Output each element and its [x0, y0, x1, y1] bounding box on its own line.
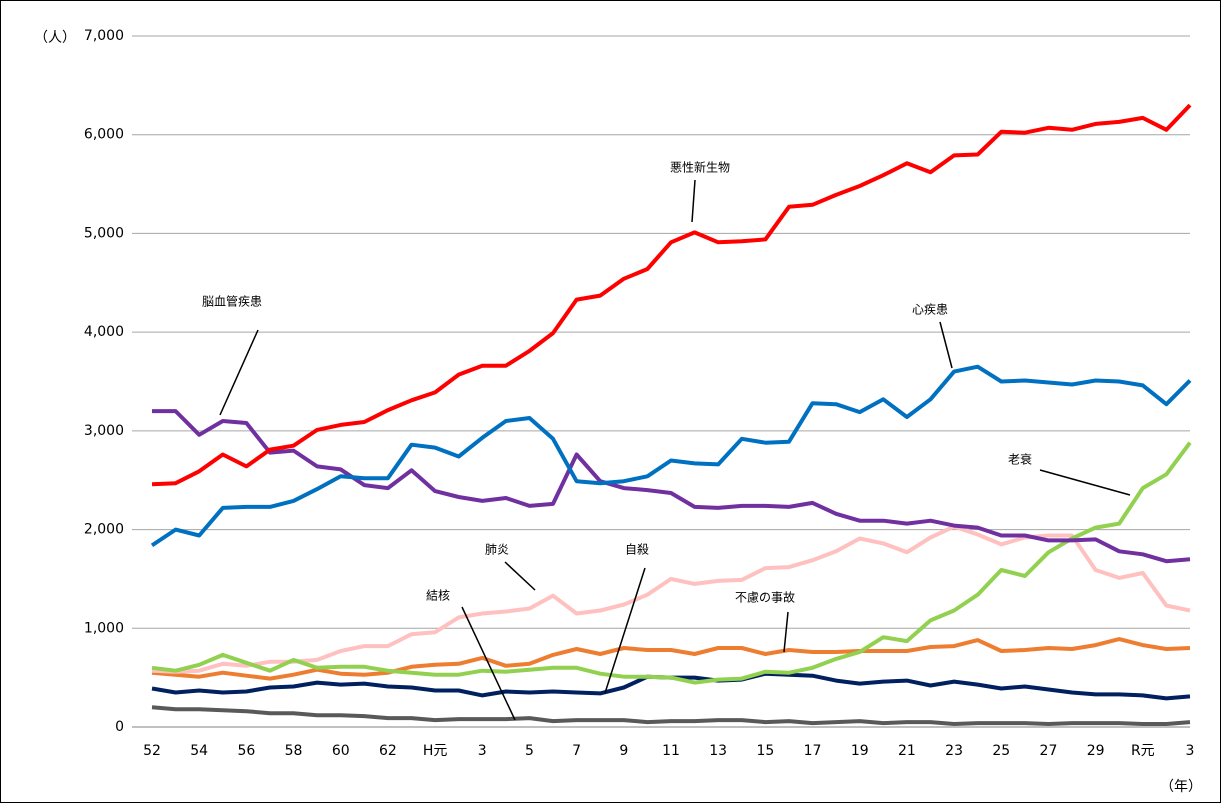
- x-tick-label: 23: [945, 743, 963, 759]
- leader-line: [939, 321, 953, 369]
- x-tick-label: 13: [709, 743, 727, 759]
- x-tick-label: 52: [143, 743, 161, 759]
- x-tick-label: 19: [851, 743, 869, 759]
- y-tick-label: 5,000: [84, 225, 124, 241]
- leader-line: [504, 561, 536, 591]
- x-tick-label: 9: [619, 743, 628, 759]
- leader-line: [1039, 469, 1131, 496]
- x-unit: （年）: [1160, 779, 1202, 795]
- y-tick-label: 1,000: [84, 620, 124, 636]
- series-label: 自殺: [625, 543, 649, 557]
- y-tick-label: 6,000: [84, 127, 124, 143]
- x-tick-label: 3: [478, 743, 487, 759]
- leader-line: [461, 606, 516, 721]
- x-tick-label: 5: [525, 743, 534, 759]
- leader-line: [783, 611, 789, 653]
- leader-line: [691, 179, 696, 223]
- x-tick-label: 11: [662, 743, 680, 759]
- x-tick-label: R元: [1131, 743, 1155, 759]
- series-label: 脳血管疾患: [202, 294, 262, 309]
- series-line: [151, 637, 1191, 681]
- series-line: [151, 524, 1191, 674]
- series-label: 不慮の事故: [735, 590, 795, 605]
- y-unit: （人）: [34, 30, 76, 46]
- leader-line: [604, 567, 646, 694]
- series-line: [152, 409, 1191, 564]
- leader-line: [219, 329, 259, 416]
- y-tick-label: 3,000: [84, 423, 124, 439]
- x-tick-label: 56: [237, 743, 255, 759]
- x-tick-label: H元: [423, 743, 448, 759]
- x-tick-label: 25: [992, 743, 1010, 759]
- series-line: [151, 103, 1192, 487]
- x-tick-label: 7: [572, 743, 581, 759]
- series-line: [151, 441, 1192, 685]
- x-tick-label: 62: [379, 743, 397, 759]
- series-label: 心疾患: [912, 302, 948, 317]
- x-tick-label: 27: [1040, 743, 1058, 759]
- x-tick-label: 21: [898, 743, 916, 759]
- series-label: 肺炎: [485, 543, 509, 557]
- x-tick-label: 17: [804, 743, 822, 759]
- x-tick-label: 29: [1087, 743, 1105, 759]
- x-tick-label: 60: [332, 743, 350, 759]
- y-tick-label: 4,000: [84, 324, 124, 340]
- series-label: 結核: [426, 589, 450, 603]
- y-tick-label: 7,000: [84, 28, 124, 44]
- x-tick-label: 58: [285, 743, 303, 759]
- x-tick-label: 3: [1186, 743, 1195, 759]
- series-line: [150, 364, 1192, 548]
- y-tick-label: 0: [115, 719, 124, 735]
- series-line: [151, 705, 1191, 726]
- x-tick-label: 15: [756, 743, 774, 759]
- x-tick-label: 54: [190, 743, 208, 759]
- series-label: 悪性新生物: [670, 160, 730, 175]
- series-label: 老衰: [1008, 452, 1032, 467]
- y-tick-label: 2,000: [84, 522, 124, 538]
